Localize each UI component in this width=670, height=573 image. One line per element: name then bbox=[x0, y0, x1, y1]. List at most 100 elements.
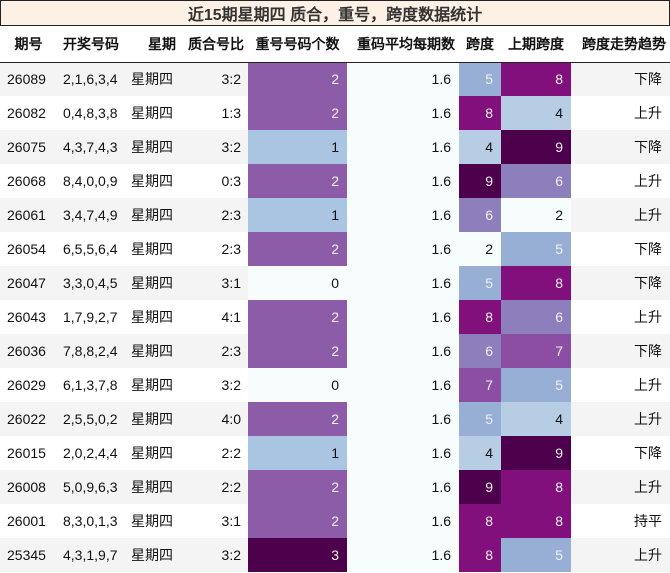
previous-span-cell: 7 bbox=[501, 334, 571, 368]
repeat-count-cell: 0 bbox=[248, 368, 347, 402]
span-trend-cell: 上升 bbox=[571, 198, 670, 232]
ratio-cell: 3:2 bbox=[180, 130, 248, 164]
table-row: 26047 3,3,0,4,5 星期四 3:1 0 1.6 5 8 下降 bbox=[0, 266, 670, 300]
draw-numbers-cell: 1,7,9,2,7 bbox=[57, 300, 125, 334]
span-cell: 2 bbox=[459, 232, 501, 266]
previous-span-cell: 4 bbox=[501, 402, 571, 436]
header-issue: 期号 bbox=[0, 27, 57, 63]
span-trend-cell: 下降 bbox=[571, 232, 670, 266]
span-trend-cell: 上升 bbox=[571, 164, 670, 198]
draw-numbers-cell: 7,8,8,2,4 bbox=[57, 334, 125, 368]
issue-cell: 26061 bbox=[0, 198, 57, 232]
span-cell: 6 bbox=[459, 334, 501, 368]
repeat-average-cell: 1.6 bbox=[347, 300, 459, 334]
weekday-cell: 星期四 bbox=[125, 62, 180, 96]
ratio-cell: 3:1 bbox=[180, 266, 248, 300]
ratio-cell: 2:3 bbox=[180, 232, 248, 266]
draw-numbers-cell: 2,0,2,4,4 bbox=[57, 436, 125, 470]
issue-cell: 26068 bbox=[0, 164, 57, 198]
span-cell: 5 bbox=[459, 266, 501, 300]
repeat-average-cell: 1.6 bbox=[347, 96, 459, 130]
previous-span-cell: 4 bbox=[501, 96, 571, 130]
span-trend-cell: 上升 bbox=[571, 538, 670, 572]
span-trend-cell: 下降 bbox=[571, 266, 670, 300]
draw-numbers-cell: 2,5,5,0,2 bbox=[57, 402, 125, 436]
draw-numbers-cell: 4,3,7,4,3 bbox=[57, 130, 125, 164]
weekday-cell: 星期四 bbox=[125, 232, 180, 266]
statistics-table: 期号 开奖号码 星期 质合号比 重号号码个数 重码平均每期数 跨度 上期跨度 跨… bbox=[0, 27, 670, 572]
repeat-average-cell: 1.6 bbox=[347, 436, 459, 470]
issue-cell: 26001 bbox=[0, 504, 57, 538]
table-row: 25345 4,3,1,9,7 星期四 3:2 3 1.6 8 5 上升 bbox=[0, 538, 670, 572]
repeat-count-cell: 2 bbox=[248, 504, 347, 538]
table-row: 26043 1,7,9,2,7 星期四 4:1 2 1.6 8 6 上升 bbox=[0, 300, 670, 334]
previous-span-cell: 9 bbox=[501, 436, 571, 470]
draw-numbers-cell: 8,3,0,1,3 bbox=[57, 504, 125, 538]
table-row: 26008 5,0,9,6,3 星期四 2:2 2 1.6 9 8 上升 bbox=[0, 470, 670, 504]
ratio-cell: 1:3 bbox=[180, 96, 248, 130]
span-cell: 7 bbox=[459, 368, 501, 402]
span-cell: 4 bbox=[459, 130, 501, 164]
draw-numbers-cell: 3,3,0,4,5 bbox=[57, 266, 125, 300]
repeat-average-cell: 1.6 bbox=[347, 402, 459, 436]
ratio-cell: 3:2 bbox=[180, 538, 248, 572]
weekday-cell: 星期四 bbox=[125, 436, 180, 470]
draw-numbers-cell: 2,1,6,3,4 bbox=[57, 62, 125, 96]
repeat-average-cell: 1.6 bbox=[347, 334, 459, 368]
issue-cell: 26029 bbox=[0, 368, 57, 402]
span-trend-cell: 下降 bbox=[571, 130, 670, 164]
ratio-cell: 4:1 bbox=[180, 300, 248, 334]
span-cell: 9 bbox=[459, 164, 501, 198]
issue-cell: 26008 bbox=[0, 470, 57, 504]
ratio-cell: 2:3 bbox=[180, 334, 248, 368]
repeat-count-cell: 2 bbox=[248, 96, 347, 130]
span-trend-cell: 下降 bbox=[571, 436, 670, 470]
header-repeat-average: 重码平均每期数 bbox=[347, 27, 459, 63]
draw-numbers-cell: 3,4,7,4,9 bbox=[57, 198, 125, 232]
previous-span-cell: 8 bbox=[501, 470, 571, 504]
table-row: 26082 0,4,8,3,8 星期四 1:3 2 1.6 8 4 上升 bbox=[0, 96, 670, 130]
header-span-trend: 跨度走势趋势 bbox=[571, 27, 670, 63]
header-previous-span: 上期跨度 bbox=[501, 27, 571, 63]
span-trend-cell: 上升 bbox=[571, 96, 670, 130]
repeat-count-cell: 2 bbox=[248, 470, 347, 504]
weekday-cell: 星期四 bbox=[125, 504, 180, 538]
span-cell: 6 bbox=[459, 198, 501, 232]
ratio-cell: 3:1 bbox=[180, 504, 248, 538]
repeat-count-cell: 3 bbox=[248, 538, 347, 572]
span-trend-cell: 上升 bbox=[571, 368, 670, 402]
issue-cell: 26015 bbox=[0, 436, 57, 470]
previous-span-cell: 8 bbox=[501, 266, 571, 300]
table-row: 26036 7,8,8,2,4 星期四 2:3 2 1.6 6 7 下降 bbox=[0, 334, 670, 368]
repeat-count-cell: 2 bbox=[248, 62, 347, 96]
span-trend-cell: 下降 bbox=[571, 62, 670, 96]
header-draw-numbers: 开奖号码 bbox=[57, 27, 125, 63]
span-trend-cell: 上升 bbox=[571, 470, 670, 504]
header-row: 期号 开奖号码 星期 质合号比 重号号码个数 重码平均每期数 跨度 上期跨度 跨… bbox=[0, 27, 670, 63]
span-cell: 9 bbox=[459, 470, 501, 504]
span-cell: 8 bbox=[459, 504, 501, 538]
repeat-average-cell: 1.6 bbox=[347, 504, 459, 538]
weekday-cell: 星期四 bbox=[125, 402, 180, 436]
weekday-cell: 星期四 bbox=[125, 470, 180, 504]
ratio-cell: 4:0 bbox=[180, 402, 248, 436]
header-prime-composite-ratio: 质合号比 bbox=[180, 27, 248, 63]
span-cell: 4 bbox=[459, 436, 501, 470]
repeat-count-cell: 1 bbox=[248, 130, 347, 164]
draw-numbers-cell: 6,5,5,6,4 bbox=[57, 232, 125, 266]
repeat-count-cell: 2 bbox=[248, 232, 347, 266]
previous-span-cell: 6 bbox=[501, 164, 571, 198]
table-row: 26001 8,3,0,1,3 星期四 3:1 2 1.6 8 8 持平 bbox=[0, 504, 670, 538]
span-cell: 5 bbox=[459, 402, 501, 436]
repeat-count-cell: 2 bbox=[248, 402, 347, 436]
weekday-cell: 星期四 bbox=[125, 130, 180, 164]
previous-span-cell: 2 bbox=[501, 198, 571, 232]
repeat-average-cell: 1.6 bbox=[347, 198, 459, 232]
ratio-cell: 2:2 bbox=[180, 436, 248, 470]
draw-numbers-cell: 8,4,0,0,9 bbox=[57, 164, 125, 198]
weekday-cell: 星期四 bbox=[125, 368, 180, 402]
table-row: 26061 3,4,7,4,9 星期四 2:3 1 1.6 6 2 上升 bbox=[0, 198, 670, 232]
ratio-cell: 2:3 bbox=[180, 198, 248, 232]
weekday-cell: 星期四 bbox=[125, 538, 180, 572]
weekday-cell: 星期四 bbox=[125, 300, 180, 334]
